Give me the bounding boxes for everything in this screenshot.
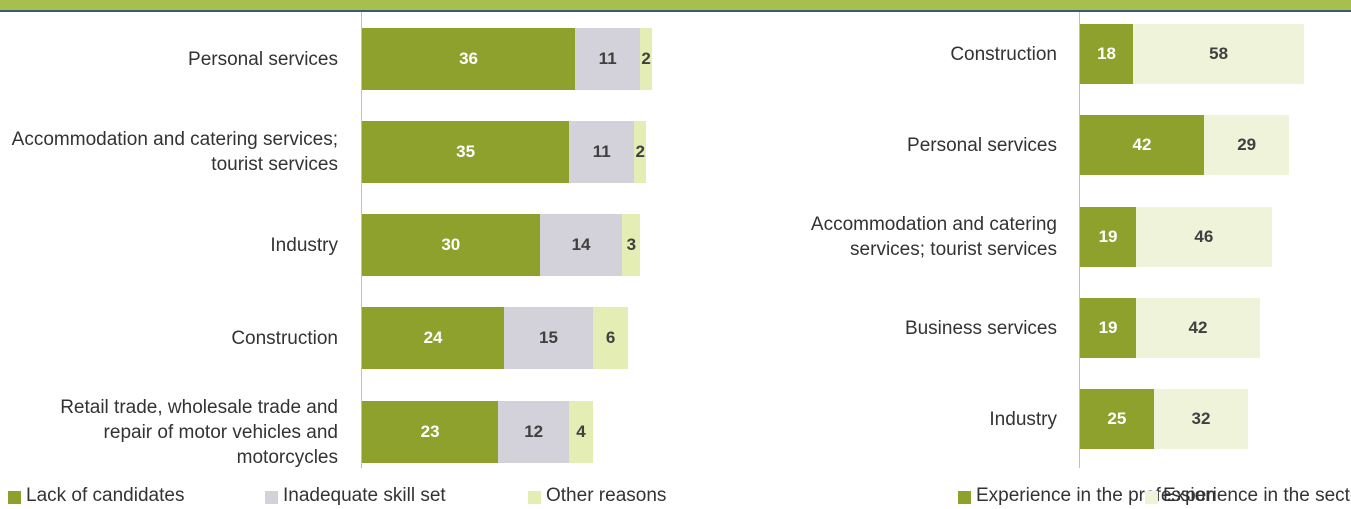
category-label: Accommodation and catering services; tou… <box>810 214 1057 260</box>
bar-segment <box>362 307 505 369</box>
bar-segment <box>1080 207 1137 267</box>
data-label: 25 <box>1107 409 1127 428</box>
legend-swatch <box>8 491 21 504</box>
data-label: 4 <box>576 422 586 441</box>
bar-segment <box>1136 207 1272 267</box>
category-label: Industry <box>270 234 338 256</box>
data-label: 11 <box>598 49 617 68</box>
legend-label: Inadequate skill set <box>283 485 446 506</box>
bar-segment <box>634 121 647 183</box>
category-label: Industry <box>989 408 1057 430</box>
data-label: 2 <box>635 142 645 161</box>
data-label: 6 <box>605 328 616 347</box>
data-label: 11 <box>592 142 611 161</box>
legend-label: Lack of candidates <box>26 485 185 506</box>
bar-segment <box>1080 115 1204 175</box>
bar-segment <box>362 121 570 183</box>
legend-label: Other reasons <box>546 485 667 506</box>
axis-line <box>361 12 362 468</box>
legend-swatch <box>1145 491 1158 504</box>
bar-segment <box>1203 115 1290 175</box>
bar-segment <box>362 214 540 276</box>
bar-segment <box>622 214 641 276</box>
legend-swatch <box>528 491 541 504</box>
header-strip <box>0 0 1351 12</box>
bar-segment <box>1080 24 1134 84</box>
bar-segment <box>504 307 593 369</box>
data-label: 58 <box>1209 44 1229 63</box>
category-label: Retail trade, wholesale trade and repair… <box>60 396 338 468</box>
data-label: 19 <box>1098 318 1118 337</box>
bar-segment <box>569 401 593 463</box>
category-label: Construction <box>231 327 338 349</box>
category-label: Personal services <box>188 48 338 70</box>
data-label: 18 <box>1097 44 1116 63</box>
data-label: 2 <box>641 49 651 68</box>
bar-segment <box>1133 24 1305 84</box>
data-label: 30 <box>441 235 461 254</box>
bar-segment <box>592 307 629 369</box>
bar-segment <box>1080 389 1154 449</box>
bar-segment <box>1136 298 1260 358</box>
legend-swatch <box>265 491 278 504</box>
data-label: 42 <box>1188 318 1208 337</box>
data-label: 32 <box>1191 409 1211 428</box>
data-label: 12 <box>524 422 544 441</box>
legend-swatch <box>958 491 971 504</box>
data-label: 29 <box>1237 135 1257 154</box>
bar-segment <box>498 401 570 463</box>
category-label: Construction <box>950 43 1057 65</box>
bar-segment <box>569 121 635 183</box>
bar-segment <box>539 214 623 276</box>
data-label: 42 <box>1132 135 1152 154</box>
data-label: 35 <box>456 142 476 161</box>
data-label: 46 <box>1194 227 1214 246</box>
category-label: Business services <box>904 317 1057 339</box>
data-label: 36 <box>459 49 479 68</box>
bar-segment <box>362 401 499 463</box>
bar-segment <box>1153 389 1249 449</box>
axis-line <box>1079 12 1080 468</box>
data-label: 14 <box>571 235 591 254</box>
bar-segment <box>640 28 653 90</box>
data-label: 15 <box>539 328 558 347</box>
category-label: Accommodation and catering services; tou… <box>11 129 338 175</box>
data-label: 23 <box>420 422 440 441</box>
data-label: 3 <box>626 235 637 254</box>
data-label: 24 <box>423 328 443 347</box>
category-label: Personal services <box>907 134 1057 156</box>
bar-segment <box>362 28 576 90</box>
legend-label: Experience in the sector <box>1163 485 1351 506</box>
bar-segment <box>575 28 641 90</box>
bar-segment <box>1080 298 1137 358</box>
data-label: 19 <box>1098 227 1118 246</box>
